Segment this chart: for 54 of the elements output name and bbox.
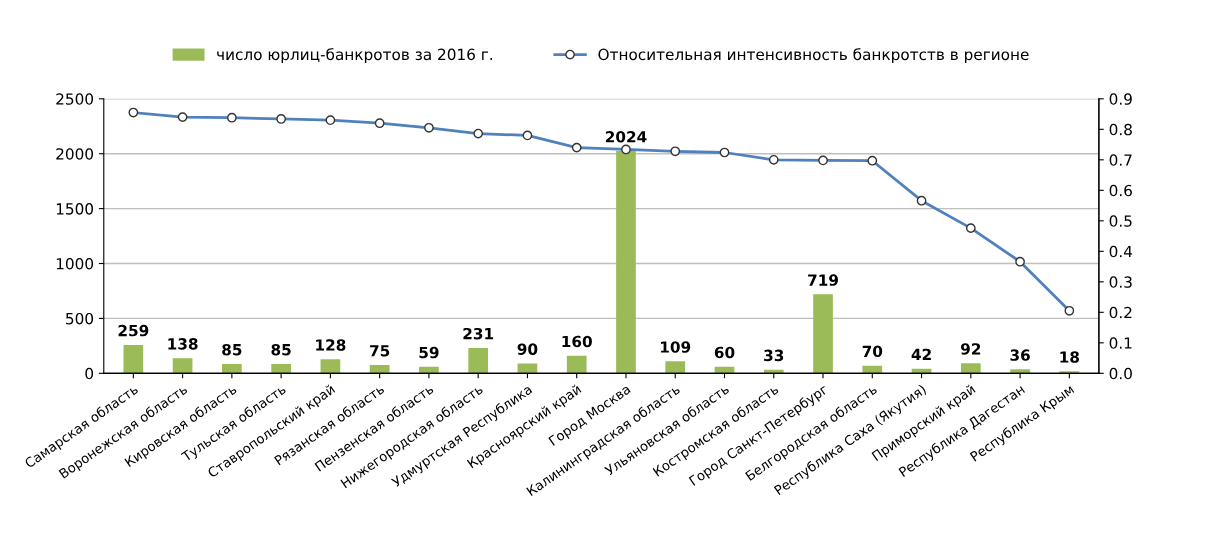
bar <box>468 347 489 374</box>
legend-label: число юрлиц-банкротов за 2016 г. <box>217 48 493 64</box>
bar <box>566 355 587 374</box>
data-label: 36 <box>1010 349 1030 361</box>
bar <box>222 363 242 374</box>
y-tick-label: 0 <box>85 367 94 380</box>
y2-tick-label: 0.6 <box>1109 184 1132 197</box>
data-label: 85 <box>271 343 291 356</box>
data-label: 109 <box>661 341 691 353</box>
bar <box>123 344 144 374</box>
data-label: 2024 <box>605 131 647 143</box>
data-label: 259 <box>118 324 149 337</box>
y2-tick-label: 0.7 <box>1109 154 1132 166</box>
data-label: 75 <box>370 345 390 357</box>
data-label: 138 <box>168 338 198 350</box>
y2-tick-label: 0.5 <box>1109 215 1132 227</box>
data-label: 59 <box>419 346 439 359</box>
bar <box>369 365 390 374</box>
data-label: 90 <box>517 343 538 355</box>
y2-tick-label: 0.0 <box>1109 367 1132 380</box>
bar <box>271 363 291 374</box>
y-tick-label: 2000 <box>56 148 94 160</box>
bar <box>320 359 341 374</box>
data-label: 231 <box>463 327 494 340</box>
bar <box>813 294 833 374</box>
y2-tick-label: 0.4 <box>1109 245 1133 258</box>
data-label: 70 <box>862 345 883 358</box>
data-label: 160 <box>562 335 592 348</box>
y2-tick-label: 0.2 <box>1109 306 1132 319</box>
y-tick-label: 2500 <box>56 93 94 105</box>
data-label: 18 <box>1060 351 1080 363</box>
bar <box>862 365 883 374</box>
data-label: 719 <box>808 274 838 286</box>
data-label: 42 <box>911 348 931 360</box>
data-label: 33 <box>764 349 784 362</box>
bar <box>517 363 538 374</box>
bar <box>616 151 636 374</box>
data-label: 60 <box>714 346 735 359</box>
bar <box>960 363 981 374</box>
y-tick-label: 1500 <box>56 203 94 215</box>
y-tick-label: 1000 <box>56 257 94 270</box>
y2-tick-label: 0.1 <box>1109 337 1132 349</box>
data-label: 128 <box>316 339 346 351</box>
bar <box>172 358 193 374</box>
y2-tick-label: 0.9 <box>1109 93 1132 105</box>
y2-tick-label: 0.3 <box>1109 276 1132 288</box>
bar <box>665 361 686 374</box>
data-label: 85 <box>222 343 242 356</box>
bar <box>419 366 439 374</box>
y-tick-label: 500 <box>66 312 94 325</box>
y2-tick-label: 0.8 <box>1109 123 1132 136</box>
legend-label: Относительная интенсивность банкротств в регионе <box>598 48 1029 64</box>
data-label: 92 <box>960 343 981 355</box>
bar <box>1010 369 1030 374</box>
